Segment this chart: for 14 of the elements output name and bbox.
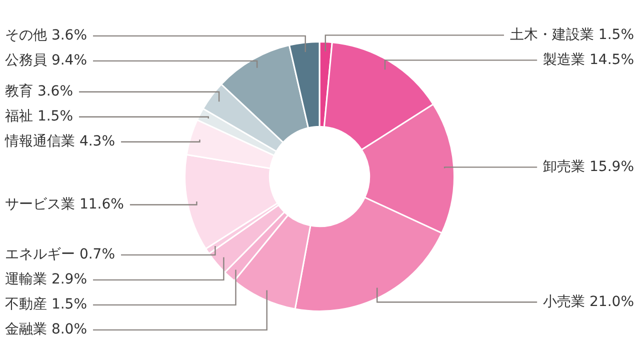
slice-label: 卸売業 15.9% xyxy=(543,158,634,175)
slice-label: 土木・建設業 1.5% xyxy=(510,26,634,43)
slice-label: 小売業 21.0% xyxy=(543,294,634,310)
slice-label: その他 3.6% xyxy=(5,28,88,44)
slice-label: 情報通信業 4.3% xyxy=(4,134,116,150)
slice-label: 福祉 1.5% xyxy=(5,108,74,125)
slice-label: エネルギー 0.7% xyxy=(5,246,116,263)
slice-label: 運輸業 2.9% xyxy=(5,272,88,288)
slice-label: サービス業 11.6% xyxy=(5,196,124,212)
slice-label: 製造業 14.5% xyxy=(543,52,634,68)
slice-label: 教育 3.6% xyxy=(5,82,74,100)
slice-label: 不動産 1.5% xyxy=(5,296,88,313)
slice-label: 金融業 8.0% xyxy=(5,322,88,338)
slice-label: 公務員 9.4% xyxy=(5,52,88,69)
